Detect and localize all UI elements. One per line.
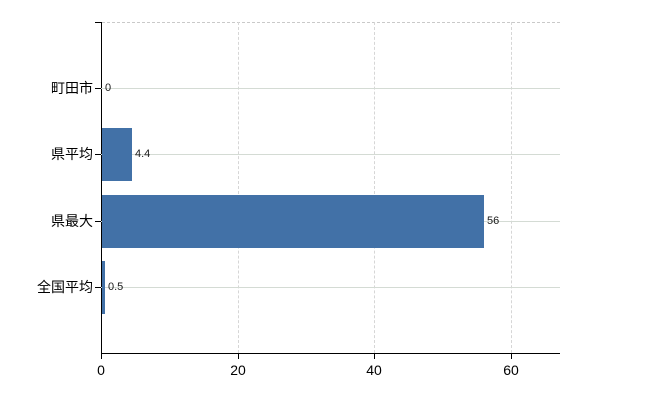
bar-value-label: 0.5 [108,281,124,293]
x-tick-label: 40 [366,362,382,378]
plot-top-border [102,22,560,23]
bar [102,195,484,248]
category-label: 全国平均 [37,279,93,295]
category-label: 県平均 [51,146,93,162]
category-label: 町田市 [51,80,93,96]
horizontal-gridline [101,88,560,89]
y-axis-tick [95,287,101,288]
bar-value-label: 4.4 [135,148,151,160]
x-axis-tick [511,354,512,359]
x-axis-tick [238,354,239,359]
vertical-gridline [511,22,512,353]
x-tick-label: 0 [97,362,105,378]
bar-value-label: 0 [105,82,112,94]
horizontal-gridline [101,154,560,155]
x-axis-line [101,353,560,354]
bar [102,128,132,181]
y-axis-tick [95,88,101,89]
x-axis-tick [101,354,102,359]
y-axis-tick [95,154,101,155]
y-axis-top-tick [95,22,101,23]
y-axis-line [101,22,102,354]
vertical-gridline [238,22,239,353]
horizontal-gridline [101,287,560,288]
x-axis-tick [374,354,375,359]
bar-value-label: 56 [487,215,500,227]
x-tick-label: 60 [503,362,519,378]
x-tick-label: 20 [230,362,246,378]
bar [102,261,105,314]
y-axis-tick [95,221,101,222]
vertical-gridline [374,22,375,353]
category-label: 県最大 [51,213,93,229]
